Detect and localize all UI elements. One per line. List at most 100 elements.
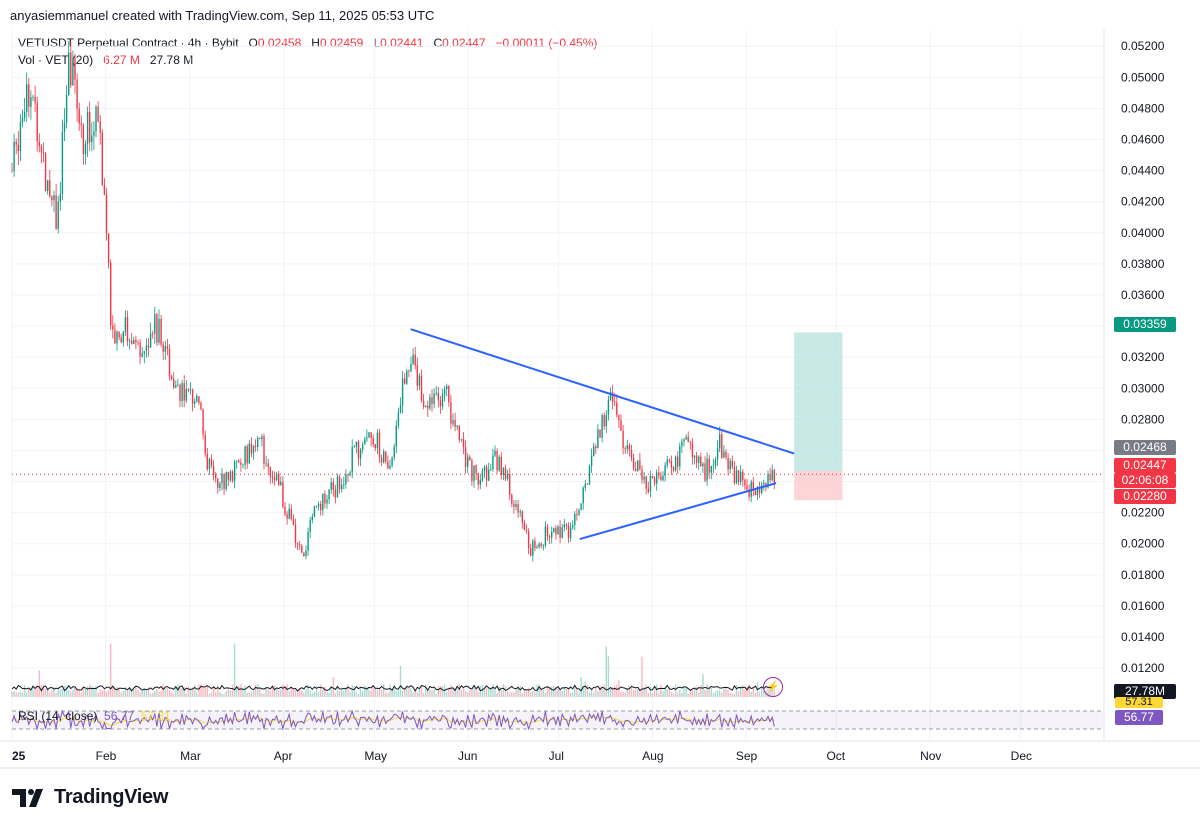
volume-bar (502, 684, 505, 697)
volume-bar (191, 687, 194, 697)
candle-body (227, 472, 229, 481)
volume-bar (677, 692, 679, 697)
candle-body (63, 122, 66, 132)
candle-body (128, 340, 131, 342)
rsi-label[interactable]: RSI (14, close) (18, 709, 98, 723)
volume-bar (217, 684, 219, 697)
candle-body (99, 121, 101, 133)
volume-bar (200, 684, 202, 697)
volume-bar (536, 685, 538, 697)
candle-body (74, 58, 76, 80)
candle-body (632, 457, 635, 469)
volume-bar (196, 692, 198, 697)
candle-body (622, 430, 624, 449)
volume-bar (490, 687, 492, 697)
candle-body (368, 432, 370, 438)
candle-body (401, 378, 404, 406)
candle-body (645, 476, 647, 489)
candle-body (345, 474, 347, 485)
candle-body (70, 52, 72, 86)
volume-bar (290, 686, 292, 697)
volume-bar (590, 688, 593, 697)
time-tick-label: Nov (920, 749, 941, 763)
candle-body (662, 475, 664, 481)
candle-body (383, 451, 385, 463)
candle-body (611, 392, 614, 402)
volume-bar (647, 692, 649, 697)
volume-bar (448, 687, 450, 697)
volume-bar (477, 692, 479, 697)
candle-body (387, 461, 389, 469)
candle-body (332, 482, 334, 490)
volume-bar (194, 684, 196, 697)
lightning-icon[interactable]: ⚡ (763, 677, 783, 697)
candle-body (137, 342, 139, 344)
candle-body (563, 524, 565, 528)
candle-body (704, 463, 706, 481)
volume-bar (84, 689, 87, 697)
volume-bar (584, 682, 586, 697)
candle-body (265, 463, 267, 465)
candle-body (366, 437, 368, 439)
volume-bar (351, 684, 353, 697)
candle-body (496, 450, 498, 471)
candle-body (374, 444, 376, 449)
volume-bar (616, 684, 618, 697)
volume-bar (152, 693, 154, 697)
volume-bar (456, 688, 458, 697)
volume-bar (651, 693, 654, 697)
candle-body (450, 402, 452, 424)
candle-body (485, 466, 488, 481)
volume-bar (630, 687, 633, 697)
volume-bar (416, 692, 418, 697)
volume-bar (509, 692, 511, 697)
candle-body (280, 482, 282, 486)
volume-bar (185, 693, 187, 697)
candle-body (569, 527, 572, 538)
candle-body (744, 480, 746, 486)
volume-bar (422, 693, 425, 697)
candle-body (748, 489, 750, 497)
candle-body (746, 485, 748, 490)
volume-bar (330, 686, 332, 697)
volume-bar (349, 692, 351, 697)
candle-body (208, 458, 211, 470)
candle-body (519, 511, 521, 513)
volume-bar (632, 690, 635, 697)
candle-body (477, 473, 479, 485)
volume-bar (555, 687, 557, 697)
volume-bar (714, 691, 717, 697)
tradingview-logo[interactable]: TradingView (12, 786, 168, 809)
volume-bar (467, 692, 469, 697)
countdown-tag: 02:06:08 (1114, 473, 1176, 488)
volume-bar (307, 684, 309, 697)
creator-line: anyasiemmanuel created with TradingView.… (10, 8, 435, 23)
candle-body (635, 468, 637, 471)
volume-bar (576, 689, 578, 697)
volume-bar (252, 690, 255, 697)
candle-body (181, 383, 183, 402)
volume-bar (114, 687, 116, 697)
volume-bar (656, 684, 658, 697)
position-zones (12, 332, 1103, 501)
candle-body (202, 409, 204, 435)
candle-body (59, 194, 61, 202)
candle-body (546, 526, 549, 537)
candle-body (55, 195, 57, 229)
candle-body (414, 354, 416, 366)
volume-bar (299, 688, 301, 697)
price-tick-label: 0.04200 (1121, 195, 1165, 209)
candle-body (370, 432, 372, 439)
volume-bar (231, 684, 234, 697)
volume-bar (210, 692, 213, 697)
volume-bar (479, 685, 481, 697)
candle-body (183, 383, 185, 401)
volume-bar (454, 688, 456, 697)
volume-bar (567, 689, 570, 697)
candle-body (494, 450, 496, 456)
volume-bar (441, 686, 444, 697)
volume-bar (635, 689, 637, 697)
volume-bar (154, 690, 156, 697)
candle-body (700, 456, 702, 467)
